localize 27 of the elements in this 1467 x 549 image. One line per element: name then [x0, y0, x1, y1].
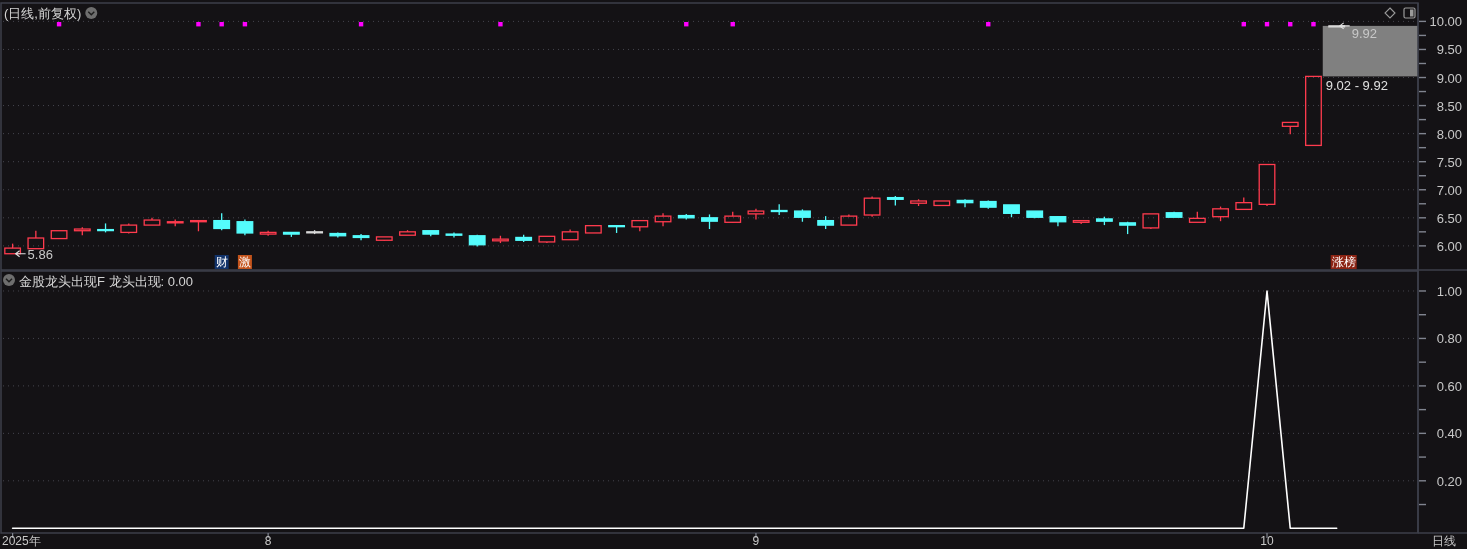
- annotation: 激: [238, 255, 251, 269]
- y-tick-label: 9.00: [1436, 70, 1462, 86]
- y-tick-label: 10.00: [1429, 14, 1462, 30]
- y-tick-label: 0.40: [1436, 426, 1462, 442]
- y-tick-label: 8.00: [1436, 126, 1462, 142]
- y-tick-label: 1.00: [1436, 283, 1462, 299]
- annotation: 财: [215, 255, 228, 269]
- y-tick-label: 7.50: [1436, 154, 1462, 170]
- x-tick-label: 10: [1260, 534, 1274, 548]
- annotation: 涨榜: [1331, 255, 1356, 269]
- y-tick-label: 6.00: [1436, 238, 1462, 254]
- x-tick-label: 8: [264, 534, 272, 548]
- y-tick-label: 6.50: [1436, 210, 1462, 226]
- chart-title: 金股龙头出现F 龙头出现: 0.00: [19, 273, 194, 289]
- y-tick-label: 9.50: [1436, 42, 1462, 58]
- y-tick-label: 0.20: [1436, 473, 1462, 489]
- annotation: 9.92: [1351, 25, 1378, 41]
- y-tick-label: 0.80: [1436, 331, 1462, 347]
- annotation: 5.86: [27, 246, 53, 262]
- chart-title: (日线,前复权): [4, 5, 82, 21]
- x-tick-label: 9: [752, 534, 760, 548]
- x-tick-label: 2025年: [2, 534, 41, 548]
- text: 日线: [1432, 534, 1456, 548]
- y-tick-label: 7.00: [1436, 182, 1462, 198]
- band-label: 9.02 - 9.92: [1325, 78, 1388, 94]
- y-tick-label: 8.50: [1436, 98, 1462, 114]
- y-tick-label: 0.60: [1436, 378, 1462, 394]
